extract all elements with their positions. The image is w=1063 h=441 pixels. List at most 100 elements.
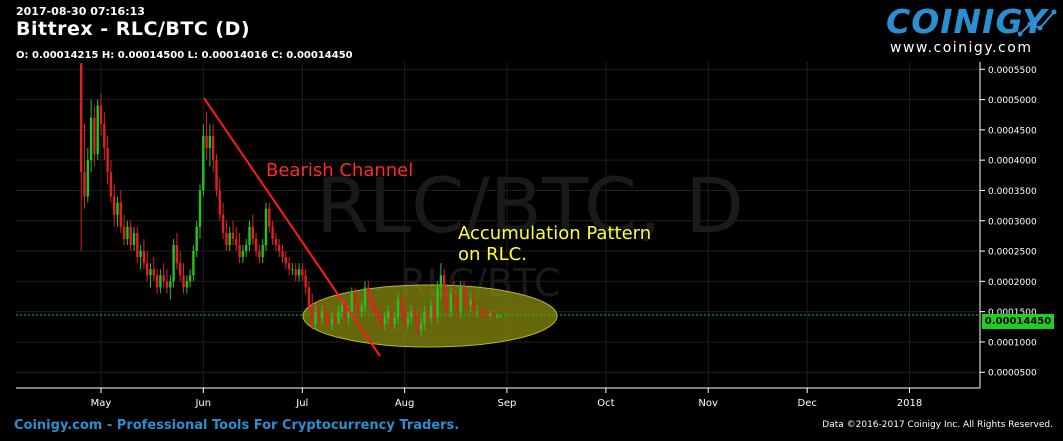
candle-body	[106, 148, 109, 173]
candle	[485, 310, 489, 318]
candle	[99, 93, 103, 136]
candle	[149, 263, 152, 288]
coinigy-logo[interactable]: COINIGY www.coinigy.com	[886, 2, 1058, 58]
ohlc-readout: O: 0.00014215 H: 0.00014500 L: 0.0001401…	[16, 50, 353, 61]
candle	[449, 287, 452, 318]
candle	[324, 305, 327, 324]
candle-body	[258, 251, 261, 258]
candle	[367, 281, 370, 306]
candle	[446, 287, 449, 318]
candle-body	[386, 311, 390, 318]
bearish-channel-label: Bearish Channel	[266, 160, 413, 181]
y-tick-label: 0.0001500	[988, 308, 1037, 318]
candle-body	[370, 299, 373, 306]
candle	[311, 293, 314, 330]
y-tick-label: 0.0000500	[988, 369, 1037, 379]
candle	[86, 148, 89, 203]
candle	[139, 244, 142, 270]
candle	[499, 314, 502, 318]
candle	[241, 244, 245, 264]
candle	[132, 226, 136, 252]
candle	[370, 293, 373, 312]
x-axis: May Jun Jul Aug Sep Oct Nov Dec 2018	[91, 388, 922, 409]
candle-body	[294, 269, 297, 276]
candle-body	[175, 244, 179, 264]
candle-body	[367, 287, 370, 300]
candle-body	[132, 232, 136, 245]
candle-body	[360, 305, 363, 312]
candle	[198, 184, 202, 239]
candle-body	[96, 105, 99, 155]
y-tick-label: 0.0005500	[988, 66, 1037, 76]
candle	[393, 311, 396, 330]
candle	[271, 220, 274, 245]
candle-body	[218, 190, 221, 215]
candle	[456, 293, 459, 318]
candle	[327, 311, 330, 330]
candle	[495, 314, 499, 319]
candle	[238, 232, 241, 264]
candle	[472, 293, 476, 318]
candle-body	[83, 172, 86, 197]
y-tick-label: 0.0002500	[988, 248, 1037, 258]
candle-body	[403, 311, 406, 324]
candle-body	[495, 316, 499, 318]
candle-body	[291, 269, 294, 271]
footer-tagline[interactable]: Coinigy.com - Professional Tools For Cry…	[14, 418, 460, 433]
candle	[106, 135, 109, 185]
y-tick-label: 0.0003000	[988, 217, 1037, 227]
candle	[175, 232, 179, 270]
candle	[433, 299, 436, 324]
candles	[80, 63, 502, 336]
candle	[377, 305, 380, 324]
candle-body	[423, 311, 426, 324]
chart-grid	[16, 62, 980, 388]
candle-body	[215, 160, 218, 191]
candle	[297, 263, 301, 282]
network-chart-icon	[1018, 9, 1057, 37]
candle-body	[363, 287, 367, 306]
candle-body	[429, 305, 433, 318]
candle-body	[281, 251, 284, 258]
candle-body	[452, 293, 456, 300]
candle-body	[350, 293, 353, 312]
candle	[390, 305, 393, 330]
candle-body	[353, 293, 357, 306]
candle	[103, 111, 106, 161]
candle-body	[172, 244, 175, 282]
candle-body	[297, 269, 301, 276]
candle-body	[456, 299, 459, 312]
candle-body	[202, 135, 205, 191]
candle-body	[482, 312, 485, 315]
candle	[258, 244, 261, 264]
candle	[228, 226, 231, 252]
bearish-channel-line	[203, 97, 381, 357]
candle	[113, 184, 116, 227]
candle	[208, 123, 212, 167]
candle-body	[179, 263, 182, 276]
y-tick-label: 0.0001000	[988, 338, 1037, 348]
candle-body	[109, 172, 113, 197]
candle-body	[261, 244, 264, 258]
candle	[489, 311, 492, 318]
footer-copyright: Data ©2016-2017 Coinigy Inc. All Rights …	[822, 420, 1053, 430]
candle-body	[188, 275, 192, 282]
candle-body	[373, 305, 377, 312]
candle	[436, 281, 439, 324]
candle-body	[396, 299, 400, 318]
candle	[452, 281, 456, 306]
candle	[264, 202, 268, 252]
candle-body	[472, 299, 476, 312]
candle	[363, 281, 367, 312]
current-price-tag: 0.00014450	[982, 314, 1054, 329]
candle-body	[248, 226, 251, 245]
candle	[383, 311, 386, 330]
candle	[93, 105, 96, 167]
candle-body	[274, 238, 278, 245]
candle-body	[419, 323, 423, 330]
candle	[225, 220, 228, 252]
candle	[340, 299, 344, 318]
candle-body	[499, 314, 502, 317]
candle	[459, 281, 462, 318]
